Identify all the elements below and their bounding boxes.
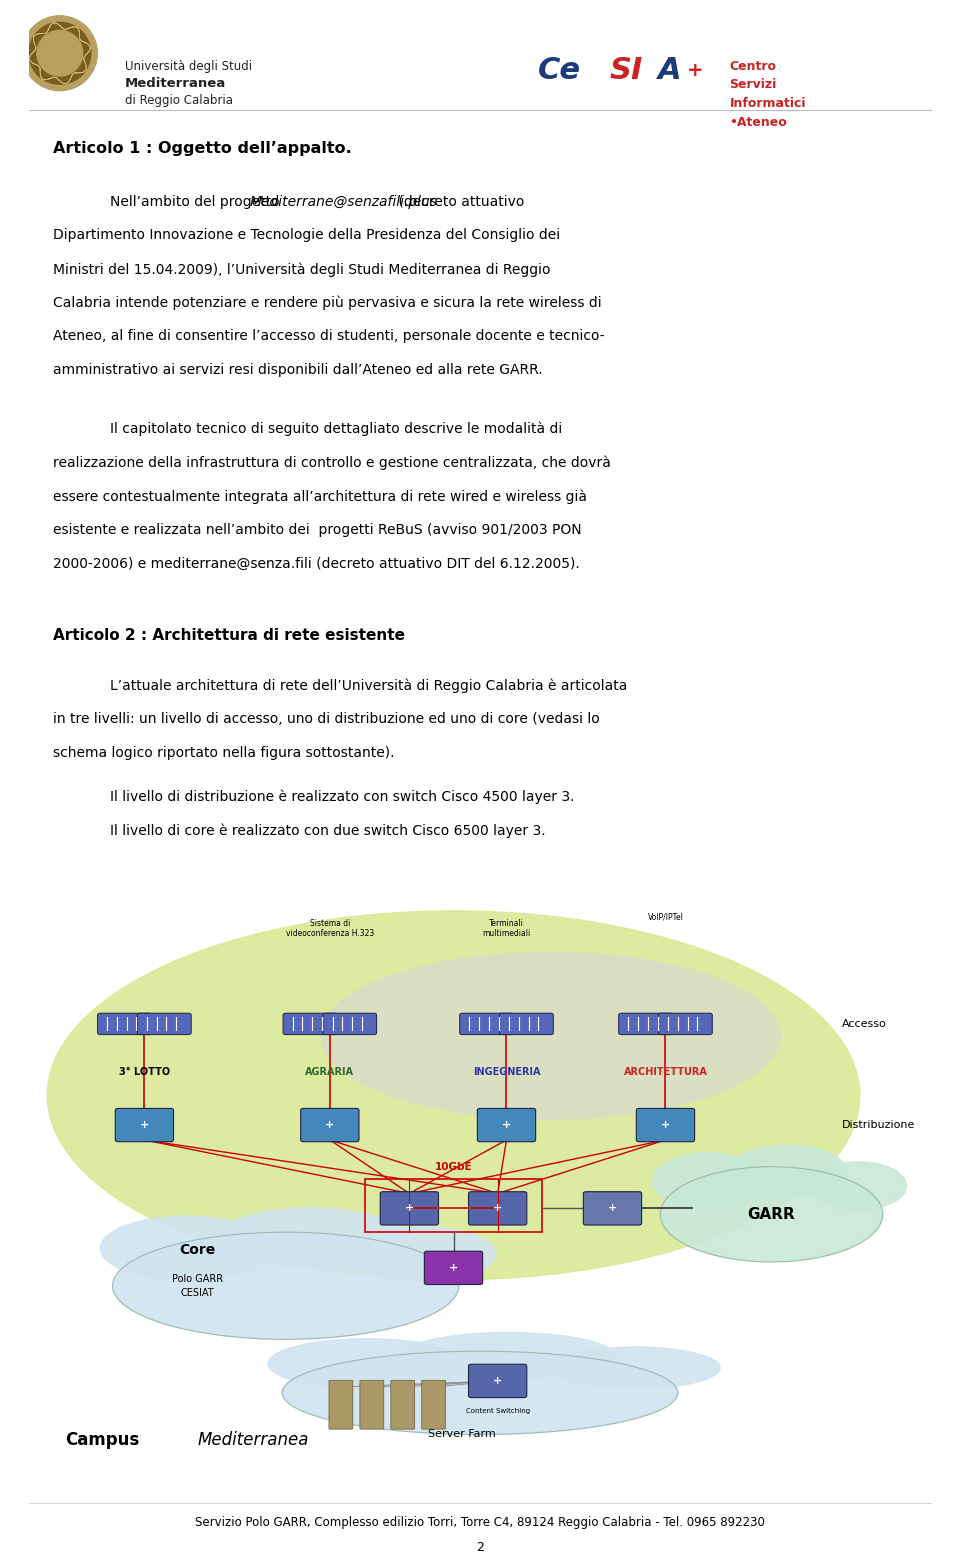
Ellipse shape xyxy=(218,1207,403,1267)
FancyBboxPatch shape xyxy=(391,1380,415,1430)
Ellipse shape xyxy=(100,1217,274,1281)
Ellipse shape xyxy=(112,1232,459,1339)
Text: ARCHITETTURA: ARCHITETTURA xyxy=(624,1066,708,1076)
Ellipse shape xyxy=(402,1333,614,1378)
Text: Informatici: Informatici xyxy=(730,97,806,110)
Text: Servizi: Servizi xyxy=(730,78,777,91)
Text: Articolo 1 : Oggetto dell’appalto.: Articolo 1 : Oggetto dell’appalto. xyxy=(53,141,351,157)
Text: Articolo 2 : Architettura di rete esistente: Articolo 2 : Architettura di rete esiste… xyxy=(53,628,405,642)
FancyBboxPatch shape xyxy=(636,1109,695,1142)
Text: Calabria intende potenziare e rendere più pervasiva e sicura la rete wireless di: Calabria intende potenziare e rendere pi… xyxy=(53,296,601,310)
Text: Centro: Centro xyxy=(730,60,777,72)
Text: Università degli Studi: Università degli Studi xyxy=(125,60,252,72)
Text: Il livello di core è realizzato con due switch Cisco 6500 layer 3.: Il livello di core è realizzato con due … xyxy=(110,824,546,838)
Text: GARR: GARR xyxy=(748,1207,795,1221)
FancyBboxPatch shape xyxy=(329,1380,353,1430)
Text: 2: 2 xyxy=(476,1541,484,1553)
Ellipse shape xyxy=(268,1339,466,1389)
Text: +: + xyxy=(493,1203,502,1214)
Text: Core: Core xyxy=(180,1243,215,1257)
Text: realizzazione della infrastruttura di controllo e gestione centralizzata, che do: realizzazione della infrastruttura di co… xyxy=(53,456,611,470)
Text: +: + xyxy=(608,1203,617,1214)
FancyBboxPatch shape xyxy=(659,1013,712,1035)
Ellipse shape xyxy=(47,911,860,1279)
Text: INGEGNERIA: INGEGNERIA xyxy=(472,1066,540,1076)
FancyBboxPatch shape xyxy=(283,1013,337,1035)
Circle shape xyxy=(22,16,97,91)
Text: +: + xyxy=(405,1203,414,1214)
FancyBboxPatch shape xyxy=(499,1013,553,1035)
Text: (decreto attuativo: (decreto attuativo xyxy=(395,194,525,208)
Text: AGRARIA: AGRARIA xyxy=(305,1066,354,1076)
FancyBboxPatch shape xyxy=(380,1192,439,1225)
Ellipse shape xyxy=(652,1153,763,1209)
Text: +: + xyxy=(449,1262,458,1273)
Text: +: + xyxy=(686,61,703,80)
Ellipse shape xyxy=(282,1351,678,1434)
Ellipse shape xyxy=(811,1162,906,1209)
Text: VoIP/IPTel: VoIP/IPTel xyxy=(648,913,684,921)
FancyBboxPatch shape xyxy=(468,1364,527,1397)
FancyBboxPatch shape xyxy=(98,1013,152,1035)
FancyBboxPatch shape xyxy=(618,1013,673,1035)
Text: +: + xyxy=(140,1120,149,1131)
Ellipse shape xyxy=(348,1226,496,1281)
FancyBboxPatch shape xyxy=(323,1013,376,1035)
Text: in tre livelli: un livello di accesso, uno di distribuzione ed uno di core (veda: in tre livelli: un livello di accesso, u… xyxy=(53,713,600,727)
Text: +: + xyxy=(325,1120,334,1131)
Ellipse shape xyxy=(551,1347,720,1389)
Ellipse shape xyxy=(728,1145,847,1198)
Text: •Ateneo: •Ateneo xyxy=(730,116,787,128)
Text: 2000-2006) e mediterrane@senza.fili (decreto attuativo DIT del 6.12.2005).: 2000-2006) e mediterrane@senza.fili (dec… xyxy=(53,556,580,570)
Ellipse shape xyxy=(321,952,780,1120)
Text: Mediterrane@senzafili.plus: Mediterrane@senzafili.plus xyxy=(250,194,438,208)
Text: amministrativo ai servizi resi disponibili dall’Ateneo ed alla rete GARR.: amministrativo ai servizi resi disponibi… xyxy=(53,363,542,377)
FancyBboxPatch shape xyxy=(300,1109,359,1142)
Circle shape xyxy=(29,22,91,85)
FancyBboxPatch shape xyxy=(137,1013,191,1035)
Text: L’attuale architettura di rete dell’Università di Reggio Calabria è articolata: L’attuale architettura di rete dell’Univ… xyxy=(110,678,628,692)
Ellipse shape xyxy=(660,1167,883,1262)
Text: di Reggio Calabria: di Reggio Calabria xyxy=(125,94,233,106)
Text: Il capitolato tecnico di seguito dettagliato descrive le modalità di: Il capitolato tecnico di seguito dettagl… xyxy=(110,421,563,437)
FancyBboxPatch shape xyxy=(424,1251,483,1284)
Text: Accesso: Accesso xyxy=(842,1019,887,1029)
Text: Distribuzione: Distribuzione xyxy=(842,1120,916,1131)
Text: Il livello di distribuzione è realizzato con switch Cisco 4500 layer 3.: Il livello di distribuzione è realizzato… xyxy=(110,789,575,803)
Text: Campus: Campus xyxy=(65,1431,139,1450)
Text: essere contestualmente integrata all’architettura di rete wired e wireless già: essere contestualmente integrata all’arc… xyxy=(53,489,587,504)
Text: esistente e realizzata nell’ambito dei  progetti ReBuS (avviso 901/2003 PON: esistente e realizzata nell’ambito dei p… xyxy=(53,523,582,537)
FancyBboxPatch shape xyxy=(468,1192,527,1225)
Text: Mediterranea: Mediterranea xyxy=(125,77,226,89)
FancyBboxPatch shape xyxy=(460,1013,514,1035)
FancyBboxPatch shape xyxy=(584,1192,641,1225)
Text: Server Farm: Server Farm xyxy=(428,1430,496,1439)
Text: 3° LOTTO: 3° LOTTO xyxy=(119,1066,170,1076)
Text: Ministri del 15.04.2009), l’Università degli Studi Mediterranea di Reggio: Ministri del 15.04.2009), l’Università d… xyxy=(53,262,550,277)
Text: +: + xyxy=(502,1120,511,1131)
Text: Polo GARR
CESIAT: Polo GARR CESIAT xyxy=(172,1273,223,1298)
Text: Sistema di
videoconferenza H.323: Sistema di videoconferenza H.323 xyxy=(286,919,374,938)
FancyBboxPatch shape xyxy=(477,1109,536,1142)
Text: +: + xyxy=(493,1377,502,1386)
FancyBboxPatch shape xyxy=(115,1109,174,1142)
Text: Dipartimento Innovazione e Tecnologie della Presidenza del Consiglio dei: Dipartimento Innovazione e Tecnologie de… xyxy=(53,229,560,243)
Circle shape xyxy=(36,30,83,77)
Text: 10GbE: 10GbE xyxy=(435,1162,472,1171)
Text: Servizio Polo GARR, Complesso edilizio Torri, Torre C4, 89124 Reggio Calabria - : Servizio Polo GARR, Complesso edilizio T… xyxy=(195,1516,765,1528)
Text: +: + xyxy=(660,1120,670,1131)
Text: A: A xyxy=(658,56,682,86)
FancyBboxPatch shape xyxy=(421,1380,445,1430)
Text: Mediterranea: Mediterranea xyxy=(198,1431,309,1450)
Text: Ateneo, al fine di consentire l’accesso di studenti, personale docente e tecnico: Ateneo, al fine di consentire l’accesso … xyxy=(53,329,605,343)
Text: Terminali
multimediali: Terminali multimediali xyxy=(482,919,531,938)
Text: SI: SI xyxy=(610,56,643,86)
Text: schema logico riportato nella figura sottostante).: schema logico riportato nella figura sot… xyxy=(53,745,395,760)
Text: Ce: Ce xyxy=(538,56,581,86)
FancyBboxPatch shape xyxy=(360,1380,384,1430)
Text: Nell’ambito del progetto: Nell’ambito del progetto xyxy=(110,194,284,208)
Text: Content Switching: Content Switching xyxy=(466,1408,530,1414)
